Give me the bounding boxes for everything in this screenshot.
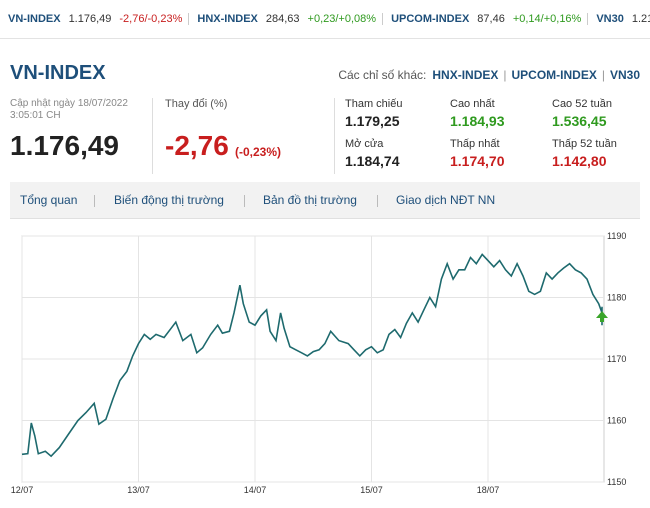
ticker-change: +0,23/+0,08% bbox=[307, 13, 377, 25]
divider bbox=[152, 98, 153, 174]
link-vn30[interactable]: VN30 bbox=[609, 68, 640, 82]
ticker-change: -2,76/-0,23% bbox=[119, 13, 183, 25]
change-label: Thay đổi (%) bbox=[165, 98, 228, 110]
ticker-value: 87,46 bbox=[477, 13, 505, 25]
tab-market-map[interactable]: Bản đồ thị trường bbox=[263, 193, 357, 207]
x-tick-label: 12/07 bbox=[11, 485, 34, 495]
stat-label: Thấp nhất bbox=[450, 138, 500, 150]
ticker-item[interactable]: VN-INDEX 1.176,49 -2,76/-0,23% bbox=[0, 13, 190, 25]
link-upcom-index[interactable]: UPCOM-INDEX bbox=[511, 68, 597, 82]
stat-label: Cao nhất bbox=[450, 98, 495, 110]
y-tick-label: 1180 bbox=[607, 293, 626, 303]
y-tick-label: 1150 bbox=[607, 477, 626, 487]
stat-52w-low: Thấp 52 tuần 1.142,80 bbox=[552, 138, 650, 169]
stat-value: 1.536,45 bbox=[552, 113, 607, 129]
index-ticker-bar: VN-INDEX 1.176,49 -2,76/-0,23% HNX-INDEX 284… bbox=[0, 0, 650, 39]
divider bbox=[377, 195, 378, 207]
x-tick-label: 13/07 bbox=[127, 485, 150, 495]
y-tick-label: 1160 bbox=[607, 416, 626, 426]
ticker-item[interactable]: UPCOM-INDEX 87,46 +0,14/+0,16% bbox=[383, 13, 589, 25]
stat-label: Mở cửa bbox=[345, 138, 384, 150]
page-title: VN-INDEX bbox=[10, 62, 106, 84]
index-value: 1.176,49 bbox=[10, 130, 119, 161]
ticker-name: VN-INDEX bbox=[8, 13, 61, 25]
other-indices-label: Các chỉ số khác: bbox=[338, 68, 427, 82]
stat-label: Cao 52 tuần bbox=[552, 98, 612, 110]
y-tick-label: 1190 bbox=[607, 231, 626, 241]
stat-value: 1.184,74 bbox=[345, 153, 400, 169]
x-tick-label: 15/07 bbox=[360, 485, 383, 495]
stat-label: Tham chiếu bbox=[345, 98, 403, 110]
divider: | bbox=[503, 68, 507, 82]
y-tick-label: 1170 bbox=[607, 354, 626, 364]
tab-foreign-trading[interactable]: Giao dịch NĐT NN bbox=[396, 193, 496, 207]
tab-market-movement[interactable]: Biến động thị trường bbox=[114, 193, 224, 207]
stat-value: 1.179,25 bbox=[345, 113, 400, 129]
update-time: Cập nhật ngày 18/07/2022 3:05:01 CH bbox=[10, 98, 150, 122]
ticker-item[interactable]: HNX-INDEX 284,63 +0,23/+0,08% bbox=[189, 13, 384, 25]
stat-value: 1.174,70 bbox=[450, 153, 505, 169]
update-date: Cập nhật ngày 18/07/2022 bbox=[10, 98, 128, 109]
divider: | bbox=[601, 68, 605, 82]
ticker-change: +0,14/+0,16% bbox=[512, 13, 582, 25]
ticker-value: 1.214 bbox=[631, 13, 650, 25]
stat-low: Thấp nhất 1.174,70 bbox=[450, 138, 550, 169]
x-tick-label: 14/07 bbox=[244, 485, 267, 495]
ticker-value: 284,63 bbox=[265, 13, 300, 25]
x-tick-label: 18/07 bbox=[477, 485, 500, 495]
ticker-value: 1.176,49 bbox=[68, 13, 112, 25]
divider bbox=[94, 195, 95, 207]
other-indices: Các chỉ số khác: HNX-INDEX | UPCOM-INDEX | VN… bbox=[338, 68, 640, 82]
stat-high: Cao nhất 1.184,93 bbox=[450, 98, 550, 129]
index-header: VN-INDEX Các chỉ số khác: HNX-INDEX | UPCOM… bbox=[10, 62, 640, 90]
stat-open: Mở cửa 1.184,74 bbox=[345, 138, 445, 169]
change-value: -2,76 bbox=[165, 130, 229, 161]
section-tabs: Tổng quan Biến động thị trường Bản đồ th… bbox=[10, 182, 640, 219]
index-summary: Cập nhật ngày 18/07/2022 3:05:01 CH 1.17… bbox=[10, 96, 640, 176]
tab-overview[interactable]: Tổng quan bbox=[20, 193, 78, 207]
series-line bbox=[21, 253, 603, 458]
stat-value: 1.184,93 bbox=[450, 113, 505, 129]
stat-reference: Tham chiếu 1.179,25 bbox=[345, 98, 445, 129]
divider bbox=[244, 195, 245, 207]
ticker-name: HNX-INDEX bbox=[197, 13, 258, 25]
link-hnx-index[interactable]: HNX-INDEX bbox=[432, 68, 499, 82]
ticker-name: VN30 bbox=[596, 13, 624, 25]
divider bbox=[334, 98, 335, 174]
stat-label: Thấp 52 tuần bbox=[552, 138, 617, 150]
ticker-name: UPCOM-INDEX bbox=[391, 13, 470, 25]
update-clock: 3:05:01 CH bbox=[10, 110, 61, 121]
index-line-chart: 1150 1160 1170 1180 1190 12/07 13/07 14/07 15/07… bbox=[11, 231, 627, 495]
stat-52w-high: Cao 52 tuần 1.536,45 bbox=[552, 98, 650, 129]
ticker-item[interactable]: VN30 1.214 bbox=[588, 13, 650, 25]
change-percent: (-0,23%) bbox=[235, 145, 282, 159]
reference-arrow-icon bbox=[596, 310, 608, 322]
stat-value: 1.142,80 bbox=[552, 153, 607, 169]
